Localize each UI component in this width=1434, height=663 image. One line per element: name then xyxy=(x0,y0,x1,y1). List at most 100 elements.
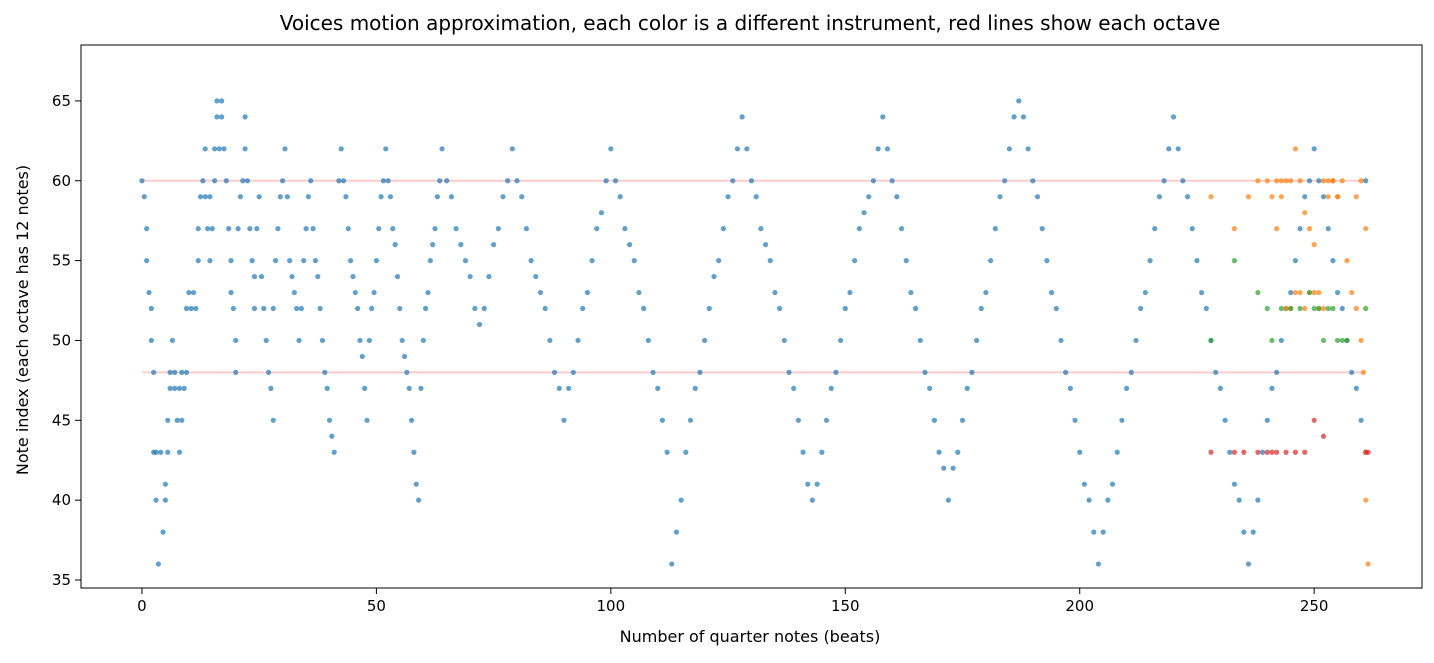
data-point xyxy=(847,289,853,296)
data-point xyxy=(622,226,628,232)
data-point xyxy=(179,369,185,375)
data-point xyxy=(491,242,497,248)
data-point xyxy=(343,194,349,200)
data-point xyxy=(1278,194,1284,200)
data-point xyxy=(289,273,295,280)
data-point xyxy=(1255,289,1261,296)
data-point xyxy=(413,481,419,487)
data-point xyxy=(547,337,553,344)
data-point xyxy=(1091,529,1097,535)
data-point xyxy=(298,305,304,312)
x-tick-label: 0 xyxy=(137,597,147,615)
data-point xyxy=(1231,481,1238,487)
data-point xyxy=(1184,194,1191,200)
data-point xyxy=(251,273,258,280)
chart-title: Voices motion approximation, each color … xyxy=(280,11,1221,35)
data-point xyxy=(519,194,525,200)
data-point xyxy=(167,369,173,375)
data-point xyxy=(945,497,952,503)
data-point xyxy=(301,258,307,264)
data-point xyxy=(207,194,213,200)
data-point xyxy=(1030,178,1036,184)
data-point xyxy=(430,242,436,248)
data-point xyxy=(1339,337,1345,344)
data-point xyxy=(411,449,417,455)
data-point xyxy=(336,178,342,184)
data-point xyxy=(1166,146,1172,152)
data-point xyxy=(305,194,312,200)
data-point xyxy=(467,273,473,280)
data-point xyxy=(212,146,218,152)
data-point xyxy=(1095,561,1102,567)
data-point xyxy=(1365,561,1371,567)
data-point xyxy=(570,369,576,375)
data-point xyxy=(193,305,199,312)
data-point xyxy=(1292,258,1299,264)
data-point xyxy=(176,449,183,455)
data-point xyxy=(852,258,858,264)
data-point xyxy=(380,178,387,184)
data-point xyxy=(833,369,839,375)
data-point xyxy=(179,417,185,423)
data-point xyxy=(284,194,290,200)
data-point xyxy=(420,337,426,344)
data-point xyxy=(165,449,171,455)
data-point xyxy=(214,98,220,104)
data-point xyxy=(814,481,820,487)
data-point xyxy=(1114,449,1120,455)
data-point xyxy=(376,226,382,232)
data-point xyxy=(350,273,356,280)
data-point xyxy=(631,258,637,264)
data-point xyxy=(645,337,651,344)
data-point xyxy=(296,337,302,344)
data-point xyxy=(462,258,469,264)
data-point xyxy=(317,305,323,312)
data-point xyxy=(1353,305,1359,312)
data-point xyxy=(1288,178,1294,184)
data-point xyxy=(256,194,262,200)
data-point xyxy=(791,385,797,391)
data-point xyxy=(172,385,178,391)
data-point xyxy=(352,289,358,296)
data-point xyxy=(1175,146,1181,152)
data-point xyxy=(880,114,886,120)
data-point xyxy=(500,194,506,200)
data-point xyxy=(1124,385,1130,391)
data-point xyxy=(186,289,192,296)
y-tick-label: 40 xyxy=(52,491,71,509)
data-point xyxy=(772,289,778,296)
data-point xyxy=(1363,497,1369,503)
y-tick-label: 45 xyxy=(52,411,71,429)
data-point xyxy=(1302,449,1308,455)
data-point xyxy=(969,369,975,375)
data-point xyxy=(1048,289,1055,296)
data-point xyxy=(1358,417,1364,423)
data-point xyxy=(1039,226,1045,232)
data-point xyxy=(495,226,501,232)
data-point xyxy=(612,178,619,184)
data-point xyxy=(1297,226,1303,232)
y-tick-label: 55 xyxy=(52,252,71,270)
data-point xyxy=(1278,337,1284,344)
data-point xyxy=(1339,178,1345,184)
data-point xyxy=(650,369,656,375)
axes: 0 50 100 150 200 250 35 40 45 50 55 60 65 xyxy=(52,92,1329,615)
data-point xyxy=(1259,449,1266,455)
data-point xyxy=(1358,178,1364,184)
data-point xyxy=(226,226,232,232)
data-point xyxy=(566,385,572,391)
data-point xyxy=(1288,305,1294,312)
data-point xyxy=(870,178,877,184)
data-point xyxy=(1245,194,1252,200)
data-point xyxy=(1250,529,1256,535)
data-point xyxy=(315,273,321,280)
data-point xyxy=(1147,258,1153,264)
data-point xyxy=(687,417,694,423)
data-point xyxy=(1344,258,1350,264)
data-point xyxy=(1208,449,1214,455)
data-point xyxy=(1269,194,1275,200)
data-point xyxy=(1292,146,1299,152)
data-point xyxy=(233,337,239,344)
data-point xyxy=(294,305,300,312)
data-point xyxy=(1053,305,1059,312)
